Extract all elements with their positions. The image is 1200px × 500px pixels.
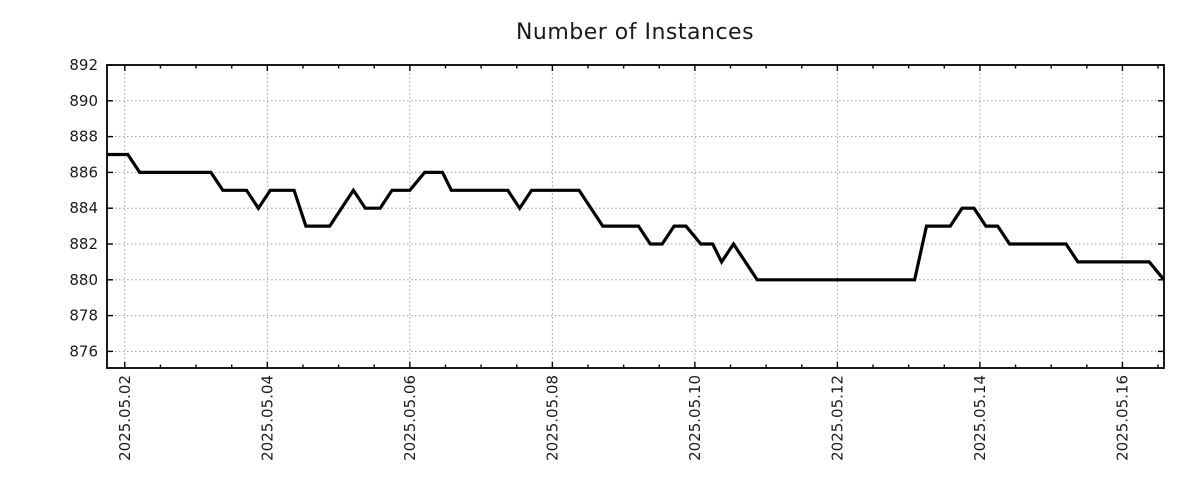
y-axis-tick-label: 882 xyxy=(69,235,98,253)
x-axis-tick-label: 2025.05.04 xyxy=(258,375,276,461)
axis-labels-layer: 876 878 880 882 884 886 888 890 892 2025.05.02 202… xyxy=(69,56,1131,461)
chart-title: Number of Instances xyxy=(516,20,754,45)
y-axis-tick-label: 890 xyxy=(69,92,98,110)
plot-border xyxy=(106,64,1165,369)
y-axis-tick-label: 876 xyxy=(69,342,98,360)
y-axis-tick-label: 884 xyxy=(69,199,98,217)
x-axis-tick-label: 2025.05.02 xyxy=(116,375,134,461)
y-axis-tick-label: 880 xyxy=(69,271,98,289)
grid-layer xyxy=(107,65,1164,368)
data-line-instances xyxy=(107,152,1166,282)
y-axis-tick-label: 888 xyxy=(69,128,98,146)
x-axis-tick-label: 2025.05.10 xyxy=(686,375,704,461)
x-axis-tick-label: 2025.05.08 xyxy=(543,375,561,461)
x-axis-tick-label: 2025.05.12 xyxy=(828,375,846,461)
y-axis-tick-label: 892 xyxy=(69,56,98,74)
y-axis-tick-label: 886 xyxy=(69,163,98,181)
x-axis-tick-label: 2025.05.16 xyxy=(1113,375,1131,461)
x-axis-tick-label: 2025.05.06 xyxy=(401,375,419,461)
y-axis-tick-label: 878 xyxy=(69,307,98,325)
x-axis-tick-label: 2025.05.14 xyxy=(971,375,989,461)
axes-layer xyxy=(106,64,1165,369)
series-layer xyxy=(107,152,1166,282)
